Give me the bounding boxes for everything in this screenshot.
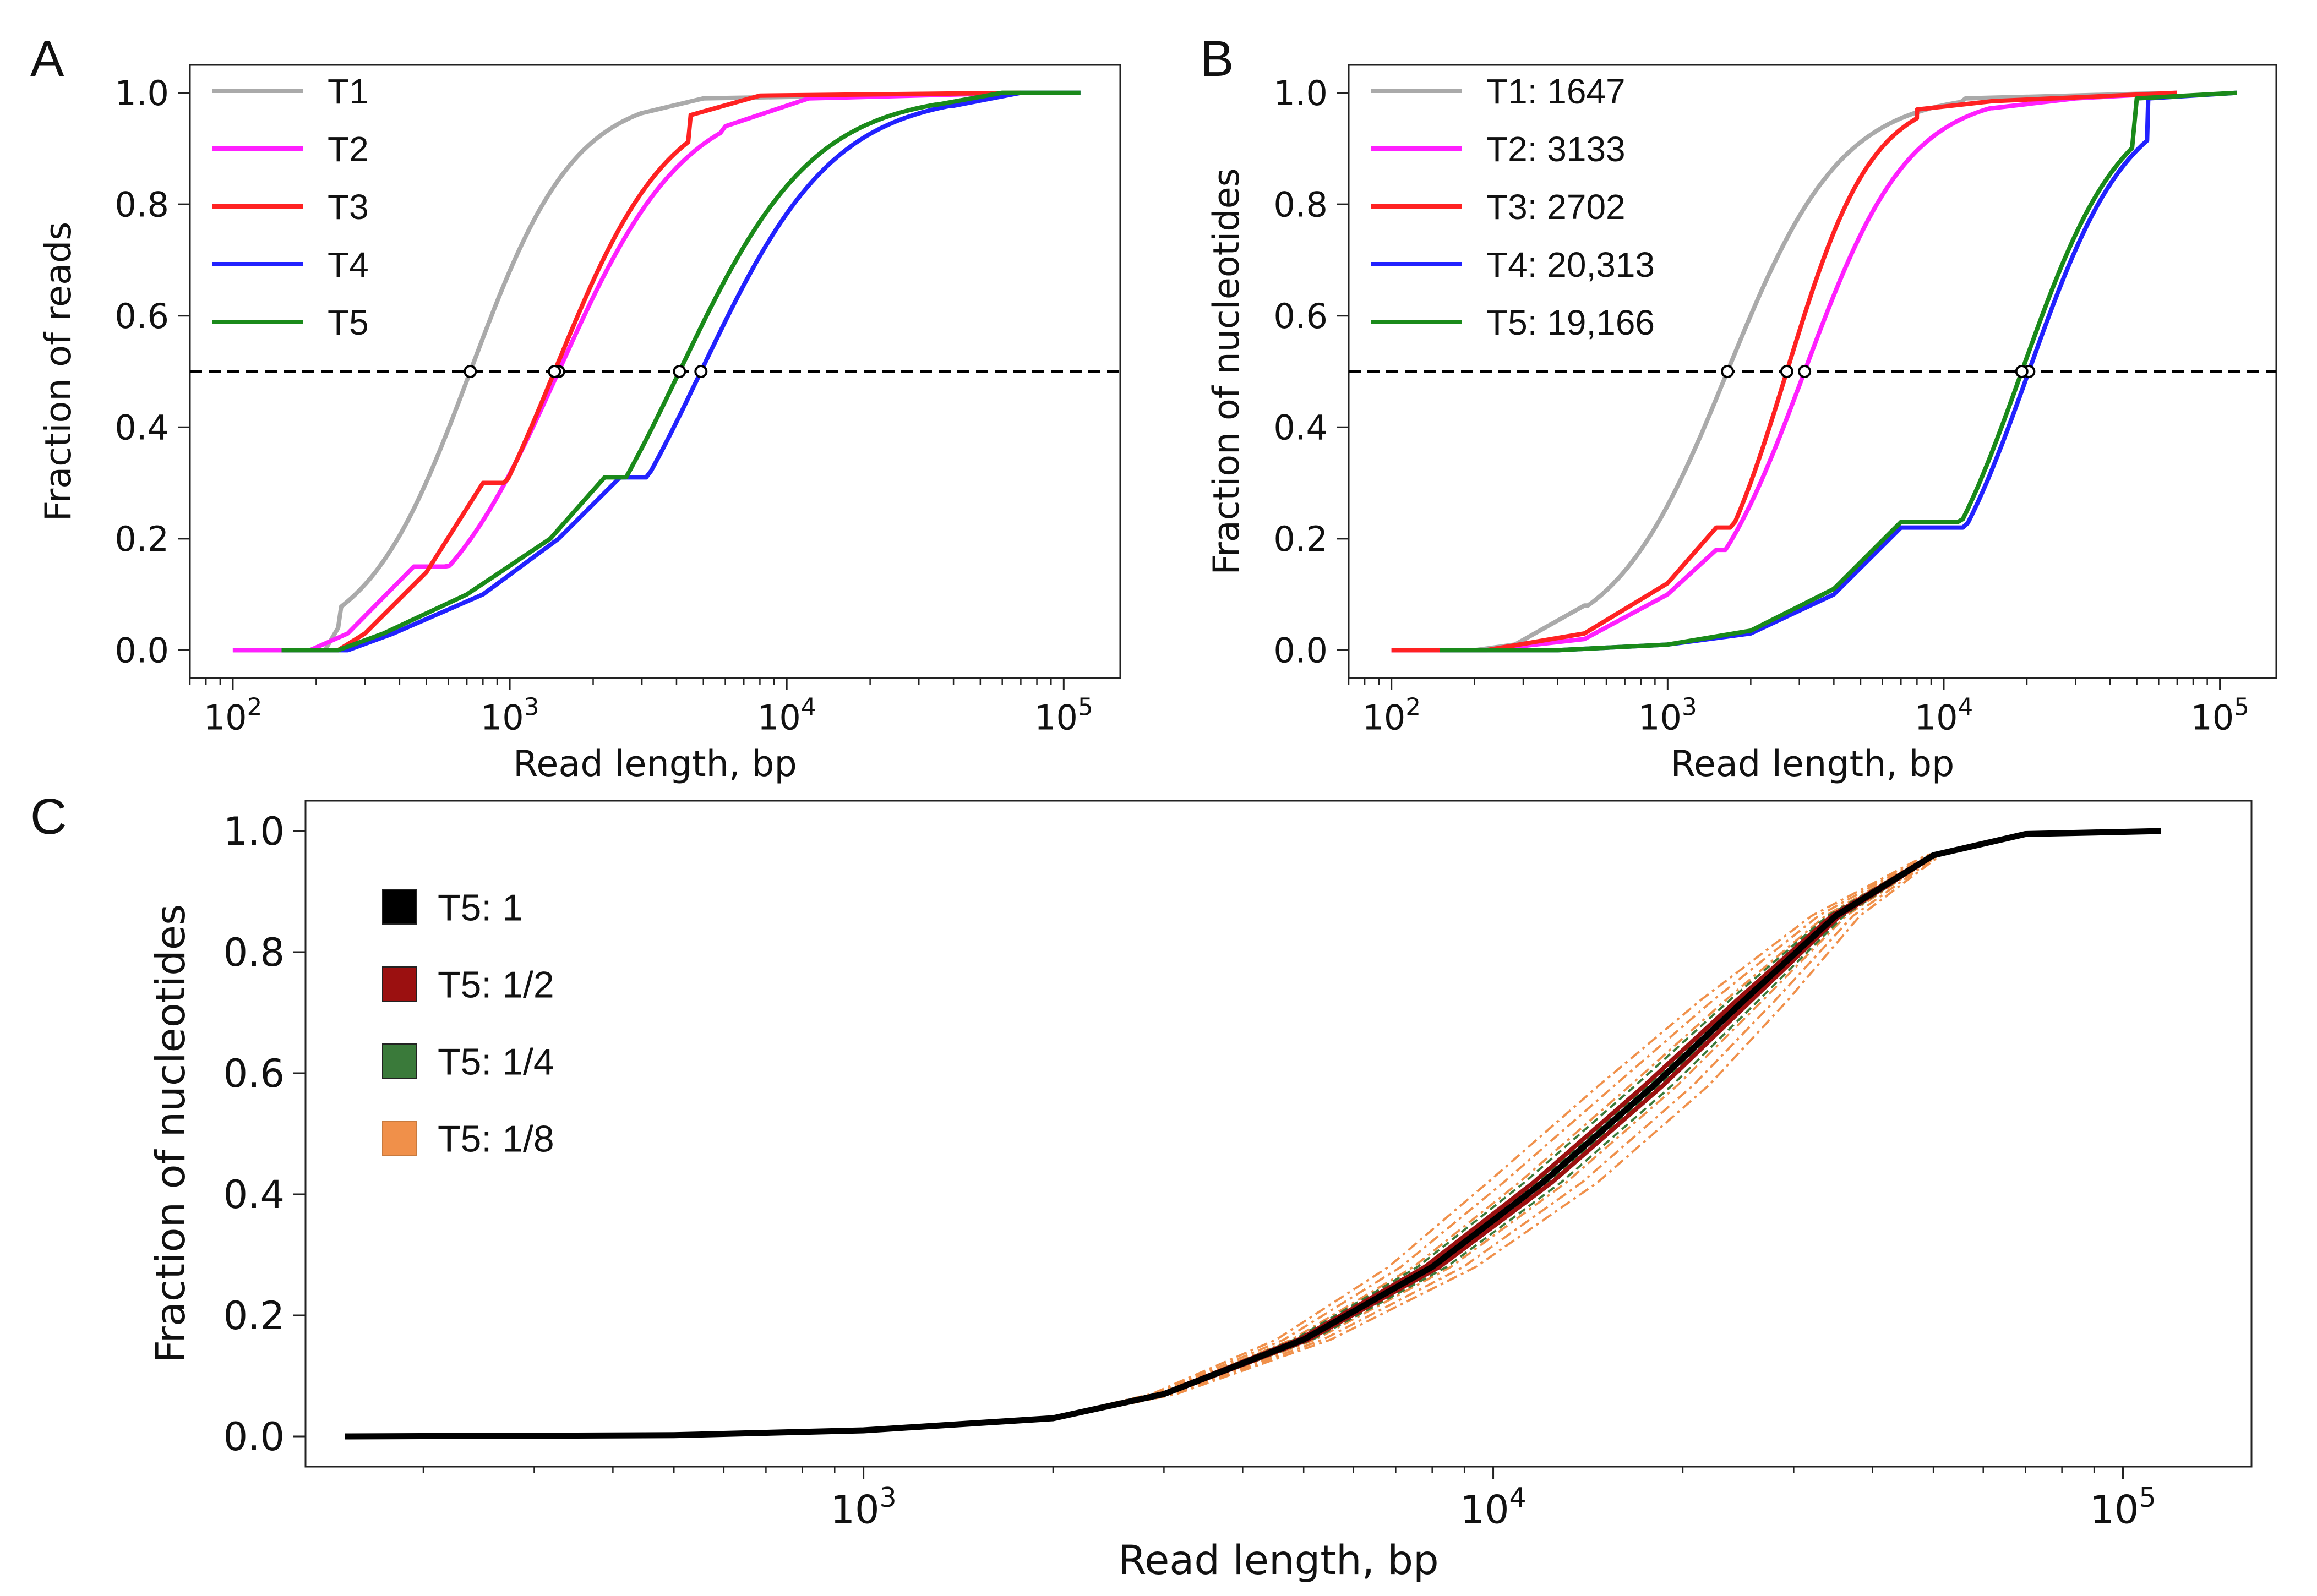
median-marker-1	[464, 365, 477, 378]
legend-swatch	[382, 1043, 417, 1079]
y-tick-label: 0.4	[223, 1172, 285, 1217]
x-tick-label: 105	[2190, 693, 2249, 737]
x-tick-label: 103	[481, 693, 539, 737]
x-tick-label: 105	[1034, 693, 1093, 737]
legend-label: T5: 1/4	[438, 1041, 554, 1083]
legend-label: T3	[328, 187, 369, 227]
plot-area	[190, 90, 1120, 653]
chart-panel-c: 103 104 105 0.0 0.2 0.4 0.6 0.8 1.0 Read length, …	[148, 800, 2253, 1584]
legend-swatch	[382, 889, 417, 925]
x-minor-ticks	[422, 1467, 2095, 1473]
y-tick-label: 0.8	[115, 185, 169, 225]
x-tick-label: 104	[1460, 1482, 1526, 1532]
legend-label: T2: 3133	[1486, 129, 1626, 169]
chart-panel-a: 102 103 104 105 0.0 0.2 0.4 0.6 0.8 1.0 Read lengt…	[38, 64, 1121, 785]
legend-label: T5: 19,166	[1486, 303, 1655, 342]
legend-label: T5: 1/2	[438, 964, 554, 1005]
plot-frame	[304, 800, 2253, 1468]
panel-letter-b: B	[1200, 31, 1234, 87]
x-tick-label: 103	[1638, 693, 1697, 737]
legend: T1: 1647 T2: 3133 T3: 2702 T4: 20,313 T5: 19…	[1371, 72, 1655, 342]
legend-label: T5: 1	[438, 887, 523, 928]
legend-swatch	[382, 966, 417, 1002]
y-tick-label: 0.0	[115, 631, 169, 671]
x-tick-label: 104	[1915, 693, 1973, 737]
x-tick-label: 104	[757, 693, 816, 737]
plot-area	[345, 828, 2162, 1440]
median-marker-5	[673, 365, 686, 378]
y-axis-label: Fraction of reads	[38, 222, 79, 521]
series-line-4	[1440, 90, 2237, 653]
series-line-3	[281, 90, 1021, 653]
x-minor-ticks	[189, 678, 1052, 685]
series-line-1	[1391, 90, 2178, 653]
y-tick-label: 1.0	[115, 73, 169, 113]
x-tick-label: 105	[2090, 1482, 2156, 1532]
x-tick-label: 102	[204, 693, 263, 737]
series-line-2	[1391, 90, 2178, 653]
panel-letter-c: C	[30, 789, 67, 845]
y-tick-label: 0.2	[223, 1293, 285, 1338]
y-tick-label: 0.6	[223, 1051, 285, 1096]
series-line-t5-0-rep-0	[345, 828, 2162, 1440]
legend-label: T1	[328, 72, 369, 111]
legend-label: T5: 1/8	[438, 1118, 554, 1160]
series-line-1	[232, 90, 1021, 653]
x-tick-label: 102	[1362, 693, 1421, 737]
median-marker-4	[694, 365, 708, 378]
y-tick-label: 0.6	[1273, 296, 1328, 336]
y-axis-label: Fraction of nucleotides	[148, 904, 194, 1364]
legend-swatch	[382, 1121, 417, 1156]
median-marker-3	[1780, 365, 1793, 378]
y-tick-label: 1.0	[223, 809, 285, 854]
y-tick-label: 0.2	[115, 519, 169, 559]
series-line-2	[232, 90, 1021, 653]
x-axis-label: Read length, bp	[1671, 744, 1955, 785]
legend-label: T4	[328, 245, 369, 285]
y-tick-label: 0.2	[1273, 519, 1328, 559]
panel-letter-a: A	[30, 31, 64, 87]
x-minor-ticks	[1348, 678, 2208, 685]
y-tick-label: 0.4	[115, 408, 169, 448]
y-tick-label: 0.8	[1273, 185, 1328, 225]
median-marker-2	[1798, 365, 1812, 378]
legend-label: T3: 2702	[1486, 187, 1626, 227]
y-tick-label: 0.0	[223, 1414, 285, 1460]
legend-label: T2	[328, 129, 369, 169]
series-line-3	[1391, 90, 2178, 653]
y-tick-label: 0.6	[115, 296, 169, 336]
y-tick-label: 1.0	[1273, 73, 1328, 113]
median-marker-1	[1721, 365, 1735, 378]
legend: T1 T2 T3 T4 T5	[212, 72, 369, 342]
y-tick-label: 0.8	[223, 930, 285, 975]
legend-label: T4: 20,313	[1486, 245, 1655, 285]
median-marker-3	[548, 365, 561, 378]
plot-area	[1349, 90, 2276, 653]
x-axis-label: Read length, bp	[1118, 1537, 1438, 1584]
legend-label: T1: 1647	[1486, 72, 1626, 111]
series-line-4	[281, 90, 1081, 653]
legend: T5: 1 T5: 1/2 T5: 1/4 T5: 1/8	[382, 887, 554, 1160]
x-axis-label: Read length, bp	[513, 744, 797, 785]
chart-panel-b: 102 103 104 105 0.0 0.2 0.4 0.6 0.8 1.0 Read lengt…	[1206, 64, 2277, 785]
y-tick-label: 0.0	[1273, 631, 1328, 671]
series-line-5	[281, 90, 1081, 653]
legend-label: T5	[328, 303, 369, 342]
series-line-5	[1440, 90, 2237, 653]
median-marker-5	[2015, 365, 2029, 378]
y-axis-label: Fraction of nucleotides	[1206, 168, 1247, 575]
x-tick-label: 103	[830, 1482, 896, 1532]
y-tick-label: 0.4	[1273, 408, 1328, 448]
